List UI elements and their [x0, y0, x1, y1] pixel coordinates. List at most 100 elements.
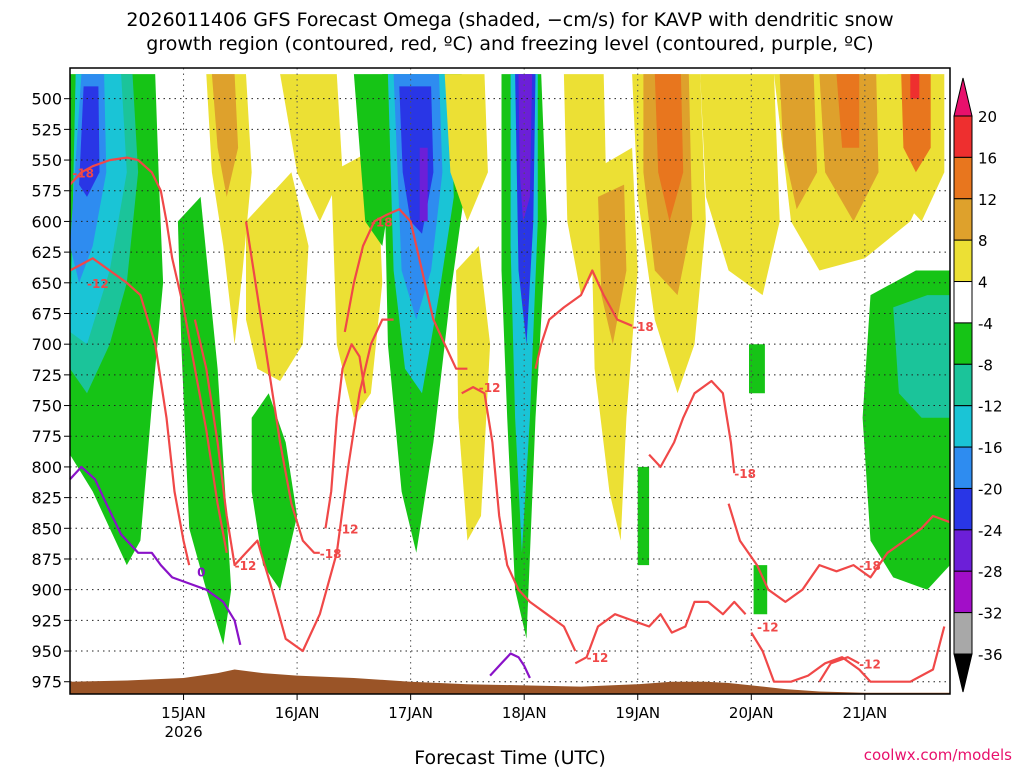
y-tick-label: 950 [31, 642, 62, 661]
colorbar-segment [953, 198, 973, 241]
dgz-contour-line [574, 600, 747, 665]
dgz-contour-label: -12 [479, 381, 501, 395]
plot-frame [69, 67, 951, 695]
y-tick-label: 675 [31, 304, 62, 323]
colorbar-label: -16 [978, 439, 1003, 457]
dgz-contour-label: -12 [587, 651, 609, 665]
omega-region-day4.8-orange [598, 184, 627, 345]
y-tick-label: 875 [31, 550, 62, 569]
dgz-contour-label: -12 [87, 277, 109, 291]
colorbar-label: -32 [978, 605, 1003, 623]
freezing-contours: 0 [69, 465, 531, 679]
y-tick-label: 500 [31, 90, 62, 109]
omega-region-day6.8-orange2 [836, 74, 860, 148]
terrain-fill [70, 669, 950, 694]
y-tick-label: 725 [31, 366, 62, 385]
colorbar-label: -28 [978, 563, 1003, 581]
dgz-contour-line [727, 503, 951, 604]
colorbar-label: 4 [978, 274, 988, 292]
grid-lines [70, 68, 950, 694]
omega-region-day4.4-green [637, 466, 650, 566]
dgz-contour-line [750, 626, 946, 683]
y-tick-label: 625 [31, 243, 62, 262]
dgz-contour-label: -18 [320, 547, 342, 561]
dgz-contour-label: -18 [371, 215, 393, 229]
colorbar-segment [953, 156, 973, 200]
colorbar-segment [953, 115, 973, 158]
omega-region-day5.4-green [749, 344, 765, 394]
x-tick-sublabel: 2026 [164, 723, 202, 741]
y-tick-label: 850 [31, 519, 62, 538]
colorbar-label: -24 [978, 522, 1003, 540]
plot-area: -18-12-12-18-18-12-12-18-12-18-18-12-12 … [69, 67, 951, 695]
freezing-contour-line [489, 652, 531, 679]
omega-region-day5-orange2 [654, 74, 684, 222]
dgz-contour-line [69, 156, 228, 554]
colorbar-segment [953, 446, 973, 489]
x-tick-label: 18JAN [502, 704, 547, 722]
dgz-contour-label: -12 [337, 522, 359, 536]
dgz-contour-line [818, 656, 860, 683]
omega-region-day3.5-yellow-top [444, 74, 488, 222]
y-tick-label: 900 [31, 581, 62, 600]
omega-region-day0-ascent-peak [79, 86, 100, 197]
freezing-contour-line [69, 465, 242, 646]
y-tick-label: 550 [31, 151, 62, 170]
colorbar: 20 16 12 8 4 -4 -8 -12 -16 -20 -24 -28 -32 -36 [953, 77, 1003, 693]
dgz-contour-line [324, 343, 367, 529]
x-tick-label: 20JAN [729, 704, 774, 722]
y-tick-label: 525 [31, 120, 62, 139]
dgz-contour-label: -12 [757, 620, 779, 634]
omega-region-day7.45-red [910, 74, 920, 99]
dgz-contour-line [343, 208, 468, 370]
omega-region-day6-orange [779, 74, 818, 210]
dgz-contour-line [461, 386, 577, 652]
colorbar-label: 16 [978, 149, 997, 167]
dgz-contour-line [648, 379, 736, 474]
dgz-contour-label: -18 [632, 320, 654, 334]
dgz-contours: -18 -12 -12 -18 -18 -12 -12 -18 -12 -18 -18 -12 -12 [69, 156, 951, 683]
x-axis-label: Forecast Time (UTC) [414, 747, 605, 768]
colorbar-segment [953, 405, 973, 448]
y-tick-label: 600 [31, 212, 62, 231]
omega-region-day4-ascent-peak [518, 74, 533, 222]
chart-title-line2: growth region (contoured, red, ºC) and f… [146, 33, 873, 55]
colorbar-bottom-triangle [953, 653, 973, 693]
dgz-contour-label: -18 [72, 166, 94, 180]
x-tick-label: 17JAN [388, 704, 433, 722]
y-axis: 500 525 550 575 600 625 650 675 700 725 750 775 800 8… [31, 90, 70, 692]
y-tick-label: 775 [31, 427, 62, 446]
colorbar-label: -12 [978, 398, 1003, 416]
y-tick-label: 700 [31, 335, 62, 354]
colorbar-label: 8 [978, 232, 988, 250]
colorbar-segment [953, 281, 973, 324]
colorbar-segment [953, 239, 973, 283]
colorbar-label: -20 [978, 480, 1003, 498]
freezing-contour-label: 0 [197, 565, 205, 579]
omega-region-day7.5-green-core [893, 295, 950, 418]
omega-region-day2-yellow-top [280, 74, 343, 222]
omega-region-day3-ascent-peak [419, 147, 428, 222]
dgz-contour-label: -18 [859, 559, 881, 573]
x-tick-label: 21JAN [842, 704, 887, 722]
omega-region-day1-orange [211, 74, 239, 197]
x-tick-label: 16JAN [275, 704, 320, 722]
colorbar-label: -8 [978, 356, 993, 374]
y-tick-label: 925 [31, 611, 62, 630]
colorbar-label: 12 [978, 191, 997, 209]
y-tick-label: 975 [31, 673, 62, 692]
colorbar-segment [953, 570, 973, 614]
colorbar-segment [953, 363, 973, 407]
y-tick-label: 575 [31, 182, 62, 201]
colorbar-segment [953, 487, 973, 531]
omega-region-day2-green [251, 393, 298, 590]
omega-region-day3.5-yellow [456, 246, 491, 541]
dgz-contour-line [244, 221, 320, 554]
dgz-contour-label: -12 [859, 657, 881, 671]
terrain-polygon [70, 669, 950, 694]
colorbar-segment [953, 612, 973, 655]
colorbar-segment [953, 322, 973, 365]
dgz-contour-line [534, 269, 633, 369]
x-tick-label: 15JAN [161, 704, 206, 722]
